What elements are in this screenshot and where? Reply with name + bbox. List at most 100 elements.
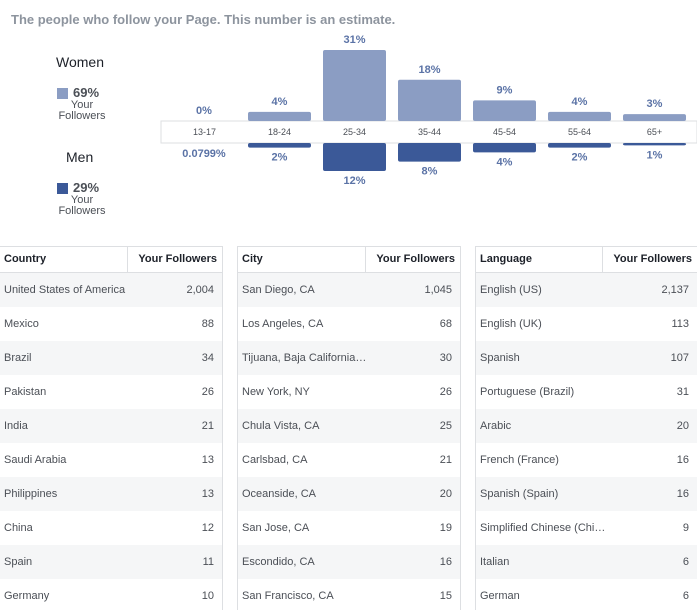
table-row: Chula Vista, CA 25 [238, 409, 460, 443]
page-caption: The people who follow your Page. This nu… [11, 12, 396, 27]
table-row: German 6 [476, 579, 697, 613]
table-row: San Diego, CA 1,045 [238, 273, 460, 307]
legend-men-sub1: Your [70, 194, 94, 206]
table-row: Philippines 13 [0, 477, 222, 511]
table-row: China 12 [0, 511, 222, 545]
table-row: Spanish 107 [476, 341, 697, 375]
bar-women-18-24[interactable] [248, 111, 311, 121]
tick-13-17: 13-17 [193, 127, 216, 137]
row-value: 20 [439, 488, 452, 500]
row-value: 11 [202, 556, 214, 568]
bar-women-55-64[interactable] [548, 111, 611, 121]
row-value: 34 [201, 352, 214, 364]
row-value: 6 [682, 590, 689, 602]
label-men-65+: 1% [647, 149, 663, 161]
table-row: Oceanside, CA 20 [238, 477, 460, 511]
bar-women-65+[interactable] [623, 114, 686, 121]
label-women-25-34: 31% [343, 34, 365, 46]
row-name: German [480, 590, 520, 602]
label-men-45-54: 4% [497, 156, 513, 168]
column-header-name[interactable]: Language [480, 253, 532, 265]
legend-women-title: Women [56, 54, 104, 70]
table-row: San Jose, CA 19 [238, 511, 460, 545]
row-value: 26 [439, 386, 452, 398]
bar-men-35-44[interactable] [398, 143, 461, 162]
row-value: 15 [439, 590, 452, 602]
column-header-name[interactable]: Country [4, 253, 47, 265]
row-value: 20 [676, 420, 689, 432]
table-row: Arabic 20 [476, 409, 697, 443]
row-value: 31 [676, 386, 689, 398]
row-value: 2,137 [661, 284, 689, 296]
label-men-13-17: 0.0799% [182, 148, 226, 160]
label-men-25-34: 12% [343, 175, 365, 187]
column-header-name[interactable]: City [242, 253, 263, 265]
row-value: 26 [201, 386, 214, 398]
table-divider [222, 246, 223, 610]
tick-55-64: 55-64 [568, 127, 591, 137]
age-gender-chart: 0% 0.0799% 13-17 4% 2% 18-24 31% 12% 25-34 18% 8% 3… [160, 34, 697, 187]
legend-men-pct: 29% [73, 180, 100, 195]
table-row: Italian 6 [476, 545, 697, 579]
label-women-18-24: 4% [272, 96, 288, 108]
city-table: City Your Followers San Diego, CA 1,045 Los … [238, 246, 460, 610]
table-row: English (US) 2,137 [476, 273, 697, 307]
row-value: 21 [439, 454, 452, 466]
row-value: 9 [682, 522, 689, 534]
row-name: India [4, 420, 28, 432]
tick-18-24: 18-24 [268, 127, 291, 137]
column-header-followers[interactable]: Your Followers [602, 247, 697, 272]
bar-men-18-24[interactable] [248, 143, 311, 148]
table-header: Country Your Followers [0, 246, 222, 273]
tick-45-54: 45-54 [493, 127, 516, 137]
row-name: San Francisco, CA [242, 590, 334, 602]
legend-men-title: Men [66, 149, 94, 165]
table-row: Spain 11 [0, 545, 222, 579]
legend-women-pct: 69% [73, 85, 100, 100]
row-name: Philippines [4, 488, 58, 500]
row-name: Simplified Chinese (Chi… [480, 522, 606, 534]
row-value: 88 [201, 318, 214, 330]
column-header-followers[interactable]: Your Followers [127, 247, 222, 272]
table-body: San Diego, CA 1,045 Los Angeles, CA 68 Tijua… [238, 273, 460, 613]
legend-women-swatch [57, 88, 68, 99]
row-name: Brazil [4, 352, 32, 364]
row-name: Chula Vista, CA [242, 420, 320, 432]
row-name: Italian [480, 556, 510, 568]
table-row: Mexico 88 [0, 307, 222, 341]
bar-men-65+[interactable] [623, 143, 686, 146]
table-divider [460, 246, 461, 610]
row-value: 1,045 [424, 284, 452, 296]
label-women-45-54: 9% [497, 84, 513, 96]
label-men-18-24: 2% [272, 152, 288, 164]
legend-women-sub1: Your [70, 99, 94, 111]
bar-men-45-54[interactable] [473, 143, 536, 153]
table-row: Saudi Arabia 13 [0, 443, 222, 477]
row-value: 113 [671, 318, 689, 330]
table-row: French (France) 16 [476, 443, 697, 477]
bar-men-25-34[interactable] [323, 143, 386, 171]
row-value: 30 [439, 352, 452, 364]
row-name: English (US) [480, 284, 542, 296]
row-value: 10 [201, 590, 214, 602]
row-name: San Jose, CA [242, 522, 310, 534]
row-value: 16 [676, 454, 689, 466]
row-name: United States of America [4, 284, 126, 296]
column-header-followers[interactable]: Your Followers [365, 247, 460, 272]
table-row: United States of America 2,004 [0, 273, 222, 307]
row-value: 16 [439, 556, 452, 568]
label-women-35-44: 18% [418, 64, 440, 76]
table-row: Germany 10 [0, 579, 222, 613]
row-value: 25 [439, 420, 452, 432]
row-name: French (France) [480, 454, 559, 466]
row-name: English (UK) [480, 318, 542, 330]
bar-women-25-34[interactable] [323, 50, 386, 121]
table-row: Brazil 34 [0, 341, 222, 375]
table-row: English (UK) 113 [476, 307, 697, 341]
bar-men-55-64[interactable] [548, 143, 611, 148]
table-divider [475, 246, 476, 610]
tick-65+: 65+ [647, 127, 662, 137]
bar-women-35-44[interactable] [398, 79, 461, 121]
bar-women-45-54[interactable] [473, 100, 536, 121]
table-row: Tijuana, Baja California… 30 [238, 341, 460, 375]
